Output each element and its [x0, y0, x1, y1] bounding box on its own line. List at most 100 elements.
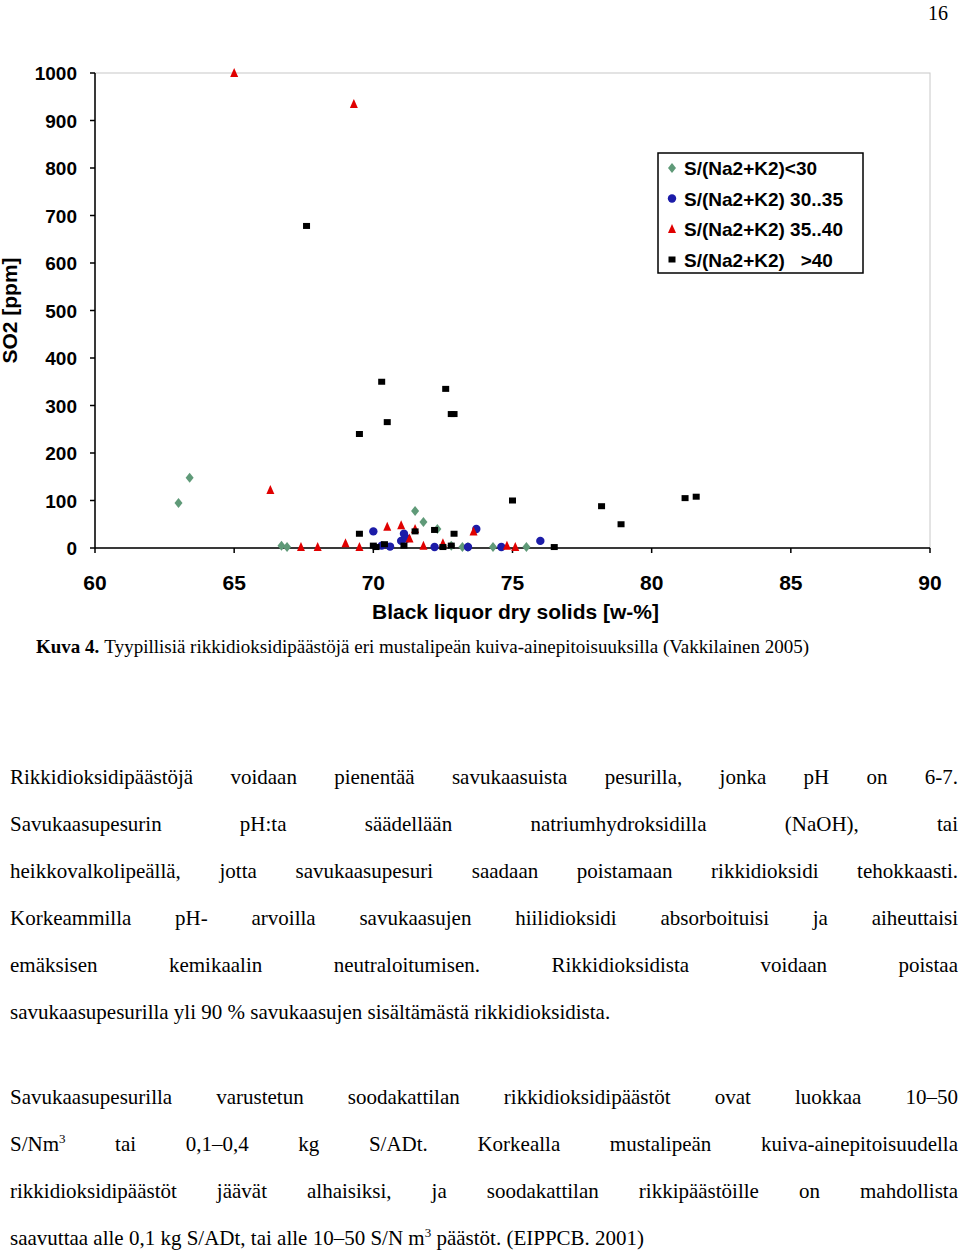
y-tick-label: 100 [45, 491, 77, 512]
y-tick [90, 72, 95, 74]
text-line: Rikkidioksidipäästöjä voidaan pienentää … [10, 762, 958, 792]
point [356, 531, 363, 537]
text-run: Savukaasupesurin pH:ta säädellään natriu… [10, 812, 958, 836]
chart: 6065707580859001002003004005006007008009… [0, 0, 960, 625]
point [230, 68, 238, 77]
legend-marker [668, 163, 676, 173]
y-tick-label: 600 [45, 253, 77, 274]
y-tick-label: 500 [45, 301, 77, 322]
y-tick [90, 215, 95, 217]
point [536, 537, 544, 545]
point [503, 541, 511, 550]
point [618, 521, 625, 527]
y-tick-label: 700 [45, 206, 77, 227]
points [175, 68, 700, 552]
x-tick [233, 548, 235, 553]
x-tick [929, 548, 931, 553]
legend: S/(Na2+K2)<30S/(Na2+K2) 30..35S/(Na2+K2)… [658, 153, 863, 273]
text-line: emäksisen kemikaalin neutraloitumisen. R… [10, 950, 958, 980]
point [297, 542, 305, 551]
y-tick [90, 310, 95, 312]
point [411, 506, 419, 516]
point [400, 543, 407, 549]
y-tick [90, 357, 95, 359]
legend-marker [668, 224, 676, 233]
x-tick-label: 75 [501, 571, 525, 594]
point [442, 386, 449, 392]
y-tick [90, 120, 95, 122]
point [381, 541, 388, 547]
text-run: emäksisen kemikaalin neutraloitumisen. R… [10, 953, 958, 977]
point [303, 223, 310, 229]
point [430, 543, 438, 551]
text-run: Rikkidioksidipäästöjä voidaan pienentää … [10, 765, 958, 789]
point [342, 538, 350, 547]
text-run: tai 0,1–0,4 kg S/ADt. Korkealla mustalip… [66, 1132, 958, 1156]
point [551, 544, 558, 550]
point [412, 528, 419, 534]
text-run: päästöt. (EIPPCB. 2001) [431, 1226, 644, 1250]
text-line: Savukaasupesurilla varustetun soodakatti… [10, 1082, 958, 1112]
point [283, 542, 291, 552]
text-run: heikkovalkolipeällä, jotta savukaasupesu… [10, 859, 958, 883]
text-line: Savukaasupesurin pH:ta säädellään natriu… [10, 809, 958, 839]
point [509, 498, 516, 504]
point [369, 527, 377, 535]
legend-marker [668, 194, 676, 202]
text-line: S/Nm3 tai 0,1–0,4 kg S/ADt. Korkealla mu… [10, 1129, 958, 1159]
point [378, 379, 385, 385]
text-line: Korkeammilla pH- arvoilla savukaasujen h… [10, 903, 958, 933]
point [682, 495, 689, 501]
x-tick-label: 60 [83, 571, 106, 594]
point [439, 544, 446, 550]
y-tick-label: 1000 [35, 63, 77, 84]
caption-text: Tyypillisiä rikkidioksidipäästöjä eri mu… [104, 636, 809, 657]
point [451, 531, 458, 537]
legend-label: S/(Na2+K2)<30 [684, 158, 817, 179]
text-line: heikkovalkolipeällä, jotta savukaasupesu… [10, 856, 958, 886]
text-line: saavuttaa alle 0,1 kg S/ADt, tai alle 10… [10, 1223, 958, 1253]
superscript: 3 [59, 1131, 66, 1146]
legend-label: S/(Na2+K2) 35..40 [684, 219, 843, 240]
point [419, 517, 427, 527]
point [522, 542, 530, 552]
y-tick-label: 0 [66, 538, 77, 559]
point [431, 527, 438, 533]
x-tick-label: 80 [640, 571, 663, 594]
x-tick [651, 548, 653, 553]
legend-box [658, 153, 863, 273]
text-line: rikkidioksidipäästöt jäävät alhaisiksi, … [10, 1176, 958, 1206]
y-tick [90, 167, 95, 169]
x-axis-label: Black liquor dry solids [w-%] [372, 600, 659, 623]
point [447, 541, 455, 551]
caption-label: Kuva 4. [36, 636, 99, 657]
point [314, 542, 322, 551]
point [464, 543, 472, 551]
y-tick-label: 300 [45, 396, 77, 417]
point [356, 431, 363, 437]
x-tick-label: 90 [918, 571, 941, 594]
point [373, 544, 380, 550]
point [175, 498, 183, 508]
text-line: savukaasupesurilla yli 90 % savukaasujen… [10, 997, 958, 1027]
caption: Kuva 4.Tyypillisiä rikkidioksidipäästöjä… [36, 633, 809, 661]
point [406, 534, 414, 543]
page-number: 16 [928, 0, 948, 26]
point [419, 541, 427, 550]
text-run: savukaasupesurilla yli 90 % savukaasujen… [10, 1000, 610, 1024]
y-tick [90, 262, 95, 264]
point [451, 411, 458, 417]
text-run: rikkidioksidipäästöt jäävät alhaisiksi, … [10, 1179, 958, 1203]
point [470, 526, 478, 535]
superscript: 3 [425, 1225, 432, 1240]
x-tick [790, 548, 792, 553]
y-tick-label: 200 [45, 443, 77, 464]
legend-label: S/(Na2+K2) >40 [684, 250, 833, 271]
y-tick [90, 405, 95, 407]
y-tick [90, 500, 95, 502]
y-tick-label: 400 [45, 348, 77, 369]
x-tick-label: 70 [362, 571, 385, 594]
y-tick-label: 800 [45, 158, 77, 179]
point [464, 542, 472, 552]
point [489, 542, 497, 552]
